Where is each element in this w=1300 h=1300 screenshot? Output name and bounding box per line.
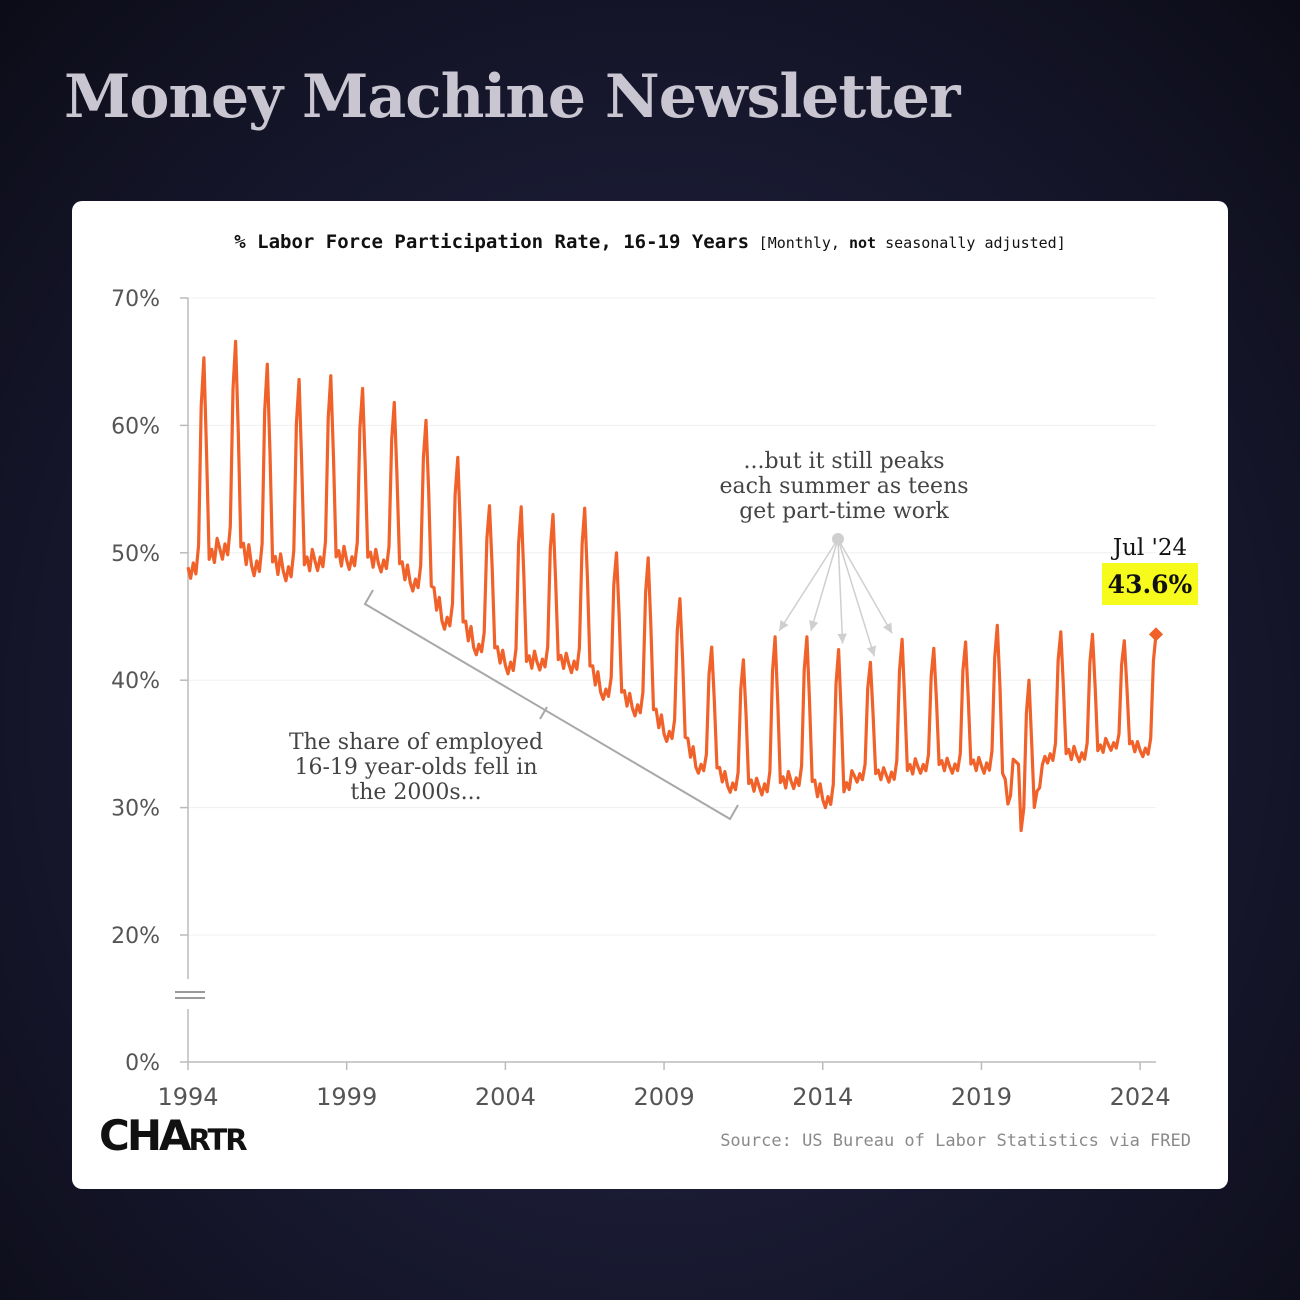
axes bbox=[175, 297, 1156, 1070]
x-tick-label: 2019 bbox=[951, 1083, 1012, 1111]
decline-bracket-tick bbox=[539, 706, 548, 720]
y-tick-label: 40% bbox=[111, 669, 160, 694]
line-chart: 0% 20% 30% 40% 50% 60% 70% 1994 1999 2004 2009 2014… bbox=[111, 287, 1198, 1111]
chart-subtitle-bold: not bbox=[848, 234, 877, 252]
peak-arrow-head bbox=[866, 645, 876, 657]
series-layer bbox=[186, 339, 1164, 833]
labels: 0% 20% 30% 40% 50% 60% 70% 1994 1999 2004 2009 2014… bbox=[111, 287, 1198, 1111]
x-tick-label: 2004 bbox=[475, 1083, 536, 1111]
peak-arrow bbox=[837, 538, 893, 634]
brand-title: Money Machine Newsletter bbox=[64, 62, 961, 132]
last-value-highlight bbox=[1102, 563, 1198, 605]
y-tick-label: 50% bbox=[111, 542, 160, 567]
x-tick-label: 2009 bbox=[634, 1083, 695, 1111]
peak-arrow bbox=[837, 538, 876, 657]
y-tick-label: 0% bbox=[125, 1051, 160, 1076]
logo-text-small: RTR bbox=[188, 1123, 247, 1157]
y-tick-label: 60% bbox=[111, 414, 160, 439]
series-line bbox=[186, 339, 1158, 833]
peak-arrow-head bbox=[779, 619, 789, 631]
peak-arrow-head bbox=[883, 622, 893, 634]
x-tick-label: 1994 bbox=[157, 1083, 218, 1111]
x-tick-label: 2014 bbox=[792, 1083, 853, 1111]
x-tick-label: 2024 bbox=[1110, 1083, 1171, 1111]
chartr-logo: CHARTR bbox=[99, 1111, 248, 1160]
peaks-note-line: ...but it still peaks bbox=[743, 449, 944, 474]
y-tick-label: 20% bbox=[111, 924, 160, 949]
peaks-note-line: each summer as teens bbox=[719, 474, 968, 499]
peak-arrow-head bbox=[837, 633, 847, 644]
gridlines bbox=[188, 297, 1156, 936]
chart-subtitle-close: seasonally adjusted] bbox=[876, 234, 1066, 252]
decline-note-line: the 2000s... bbox=[350, 780, 481, 805]
x-tick-label: 1999 bbox=[316, 1083, 377, 1111]
peak-arrow bbox=[778, 538, 839, 632]
chart-subtitle-open: [Monthly, bbox=[758, 234, 849, 252]
decline-note-line: The share of employed bbox=[289, 730, 543, 755]
y-tick-label: 30% bbox=[111, 797, 160, 822]
last-value-label: 43.6% bbox=[1108, 570, 1193, 599]
decline-bracket bbox=[363, 589, 739, 821]
chart-subtitle: [Monthly, not seasonally adjusted] bbox=[759, 234, 1066, 252]
last-point-marker bbox=[1148, 627, 1164, 642]
source-note: Source: US Bureau of Labor Statistics vi… bbox=[720, 1131, 1191, 1151]
last-date-label: Jul '24 bbox=[1111, 535, 1187, 561]
logo-text-big: CHA bbox=[99, 1111, 192, 1160]
chart-card: % Labor Force Participation Rate, 16-19 … bbox=[72, 201, 1228, 1189]
decline-note-line: 16-19 year-olds fell in bbox=[294, 755, 537, 780]
y-tick-label: 70% bbox=[111, 287, 160, 312]
peak-arrow bbox=[837, 538, 844, 644]
peak-arrow bbox=[810, 538, 839, 632]
peaks-note-line: get part-time work bbox=[739, 499, 949, 524]
peak-arrow-head bbox=[809, 620, 819, 631]
chart-title-block: % Labor Force Participation Rate, 16-19 … bbox=[72, 231, 1228, 253]
annotations bbox=[363, 533, 893, 821]
chart-title: % Labor Force Participation Rate, 16-19 … bbox=[234, 231, 750, 253]
